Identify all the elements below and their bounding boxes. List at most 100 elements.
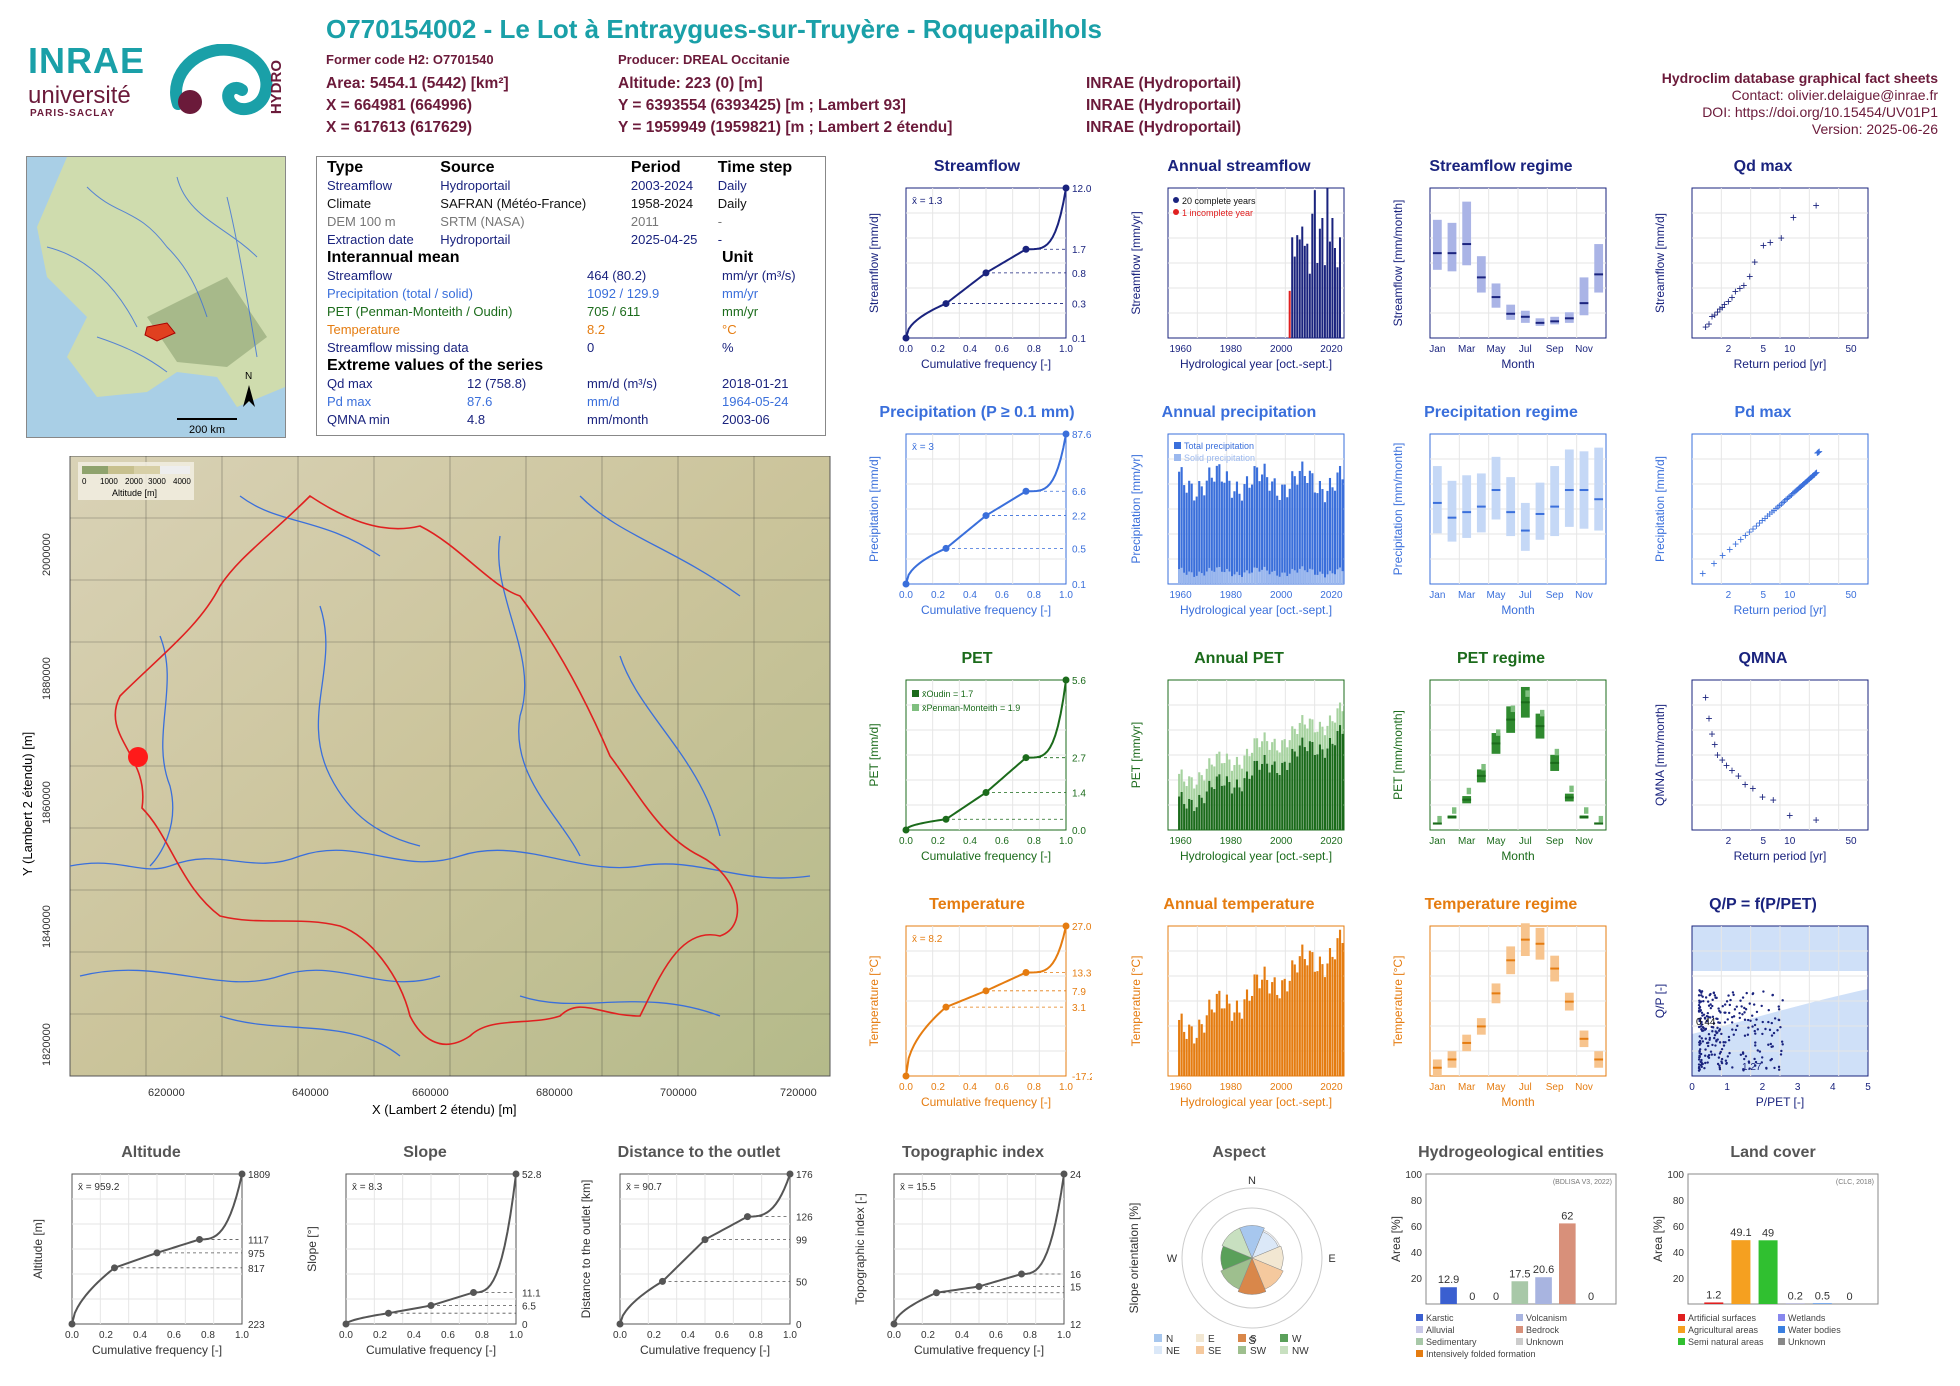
regime-box — [1462, 201, 1472, 266]
chart-panel-annual_streamflow: 20 complete years 1 incomplete year 1960 19… — [1129, 187, 1345, 371]
x-tick-label: Nov — [1575, 344, 1593, 355]
annual-bar — [1288, 980, 1291, 1076]
annual-bar — [1333, 959, 1337, 1076]
scatter-point — [1714, 1044, 1717, 1047]
x-tick-label: 2000 — [1270, 1082, 1293, 1093]
rose-label: S — [1248, 1335, 1255, 1347]
scatter-point — [1779, 1025, 1782, 1029]
scatter-point — [1716, 1031, 1719, 1034]
quantile-point — [744, 1213, 751, 1221]
scatter-point — [1732, 1015, 1736, 1018]
annual-bar — [1298, 239, 1301, 338]
chart-panel-pd_max: +++ +++++++++++++++++++++++++++++++++++++… — [1653, 433, 1869, 617]
scatter-point — [1741, 1013, 1744, 1016]
annual-bar — [1278, 998, 1281, 1076]
annual-bar-pm — [1248, 756, 1251, 779]
scatter-point — [1731, 1028, 1734, 1031]
quantile-point — [933, 1289, 940, 1297]
x-tick-label: 0.4 — [963, 590, 977, 601]
annual-bar — [1308, 741, 1311, 830]
x-tick-label: 0.2 — [931, 344, 945, 355]
mean-label: x̄ = 8.3 — [352, 1182, 383, 1193]
annual-bar-pm — [1203, 780, 1206, 804]
svg-text:700000: 700000 — [660, 1087, 697, 1099]
annual-bar — [1203, 495, 1206, 584]
solid-precip-bar — [1205, 571, 1208, 584]
return-period-point: + — [1786, 809, 1793, 823]
x-tick-label: 10 — [1784, 590, 1796, 601]
svg-text:1000: 1000 — [100, 477, 118, 486]
x-tick-label: 0.8 — [1023, 1330, 1037, 1341]
quantile-value-label: 2.7 — [1072, 754, 1086, 765]
return-period-point: + — [1803, 474, 1810, 488]
legend-swatch — [1416, 1338, 1423, 1345]
regime-box — [1506, 304, 1516, 320]
x-tick-label: 0.0 — [339, 1330, 353, 1341]
x-tick-label: 2 — [1726, 836, 1732, 847]
legend-label: x̄Oudin = 1.7 — [922, 689, 973, 699]
solid-precip-bar — [1183, 572, 1186, 584]
solid-precip-bar — [1311, 569, 1314, 584]
scatter-point — [1697, 1041, 1701, 1044]
return-period-point: + — [1702, 320, 1709, 334]
annual-bar — [1303, 747, 1306, 830]
x-tick-label: May — [1487, 590, 1506, 601]
solid-precip-bar — [1283, 572, 1286, 584]
annual-bar-pm — [1318, 721, 1321, 745]
doi-link[interactable]: DOI: https://doi.org/10.15454/UV01P1 — [1702, 104, 1938, 120]
annual-bar — [1306, 482, 1309, 584]
annual-bar — [1318, 228, 1321, 338]
annual-bar — [1333, 248, 1336, 338]
return-period-point: + — [1812, 467, 1819, 481]
return-period-point: + — [1768, 505, 1775, 519]
inrae-logo: INRAE — [28, 40, 146, 81]
scatter-point — [1700, 1058, 1703, 1062]
scatter-point — [1718, 1021, 1722, 1025]
quantile-point — [1022, 754, 1030, 762]
quantile-point — [196, 1235, 203, 1243]
quantile-point — [975, 1283, 983, 1290]
quantile-value-label: 975 — [248, 1249, 265, 1260]
scatter-point — [1722, 1041, 1725, 1044]
bar-value-label: 62 — [1561, 1210, 1573, 1222]
scatter-point — [1740, 1005, 1743, 1008]
scatter-point — [1746, 1033, 1750, 1036]
chart-title-regime_pet: PET regime — [1456, 650, 1546, 667]
annual-bar — [1266, 979, 1269, 1076]
quantile-point — [616, 1320, 624, 1328]
scatter-point — [1769, 1042, 1773, 1046]
solid-precip-bar — [1338, 567, 1342, 584]
svg-text:3000: 3000 — [148, 477, 166, 486]
legend-label: Agricultural areas — [1688, 1325, 1759, 1335]
x-tick-label: 0.4 — [955, 1330, 969, 1341]
return-period-point: + — [1805, 473, 1812, 487]
chart-panel-regime_pet: Jan Mar May Jul Sep Nov Month PET [mm/month] — [1391, 679, 1607, 863]
x-tick-label: 0.0 — [613, 1330, 627, 1341]
annual-bar — [1203, 803, 1206, 830]
x-tick-label: Sep — [1546, 590, 1564, 601]
return-period-point: + — [1815, 445, 1822, 459]
annual-bar-pm — [1228, 759, 1231, 782]
svg-text:620000: 620000 — [148, 1087, 185, 1099]
annual-bar — [1316, 493, 1319, 584]
x-axis-label: Month — [1501, 1095, 1534, 1109]
chart-title-topo: Topographic index — [902, 1144, 1044, 1161]
x-axis-label: Month — [1501, 849, 1534, 863]
annual-bar-pm — [1336, 708, 1339, 731]
x-tick-label: 2000 — [1270, 344, 1293, 355]
quantile-point — [902, 580, 910, 588]
bar-value-label: 20.6 — [1533, 1264, 1554, 1276]
scatter-point — [1708, 1038, 1711, 1041]
chart-title-aspect: Aspect — [1212, 1144, 1266, 1161]
return-period-point: + — [1793, 484, 1800, 498]
return-period-point: + — [1795, 482, 1802, 496]
scatter-point — [1698, 1009, 1702, 1013]
scatter-point — [1764, 1027, 1767, 1031]
x-tick-label: 1.0 — [235, 1330, 249, 1341]
annual-bar — [1200, 1024, 1203, 1076]
legend-swatch — [912, 690, 919, 697]
annual-bar — [1311, 741, 1314, 830]
annual-bar — [1321, 964, 1324, 1076]
annual-bar-pm — [1195, 784, 1198, 808]
